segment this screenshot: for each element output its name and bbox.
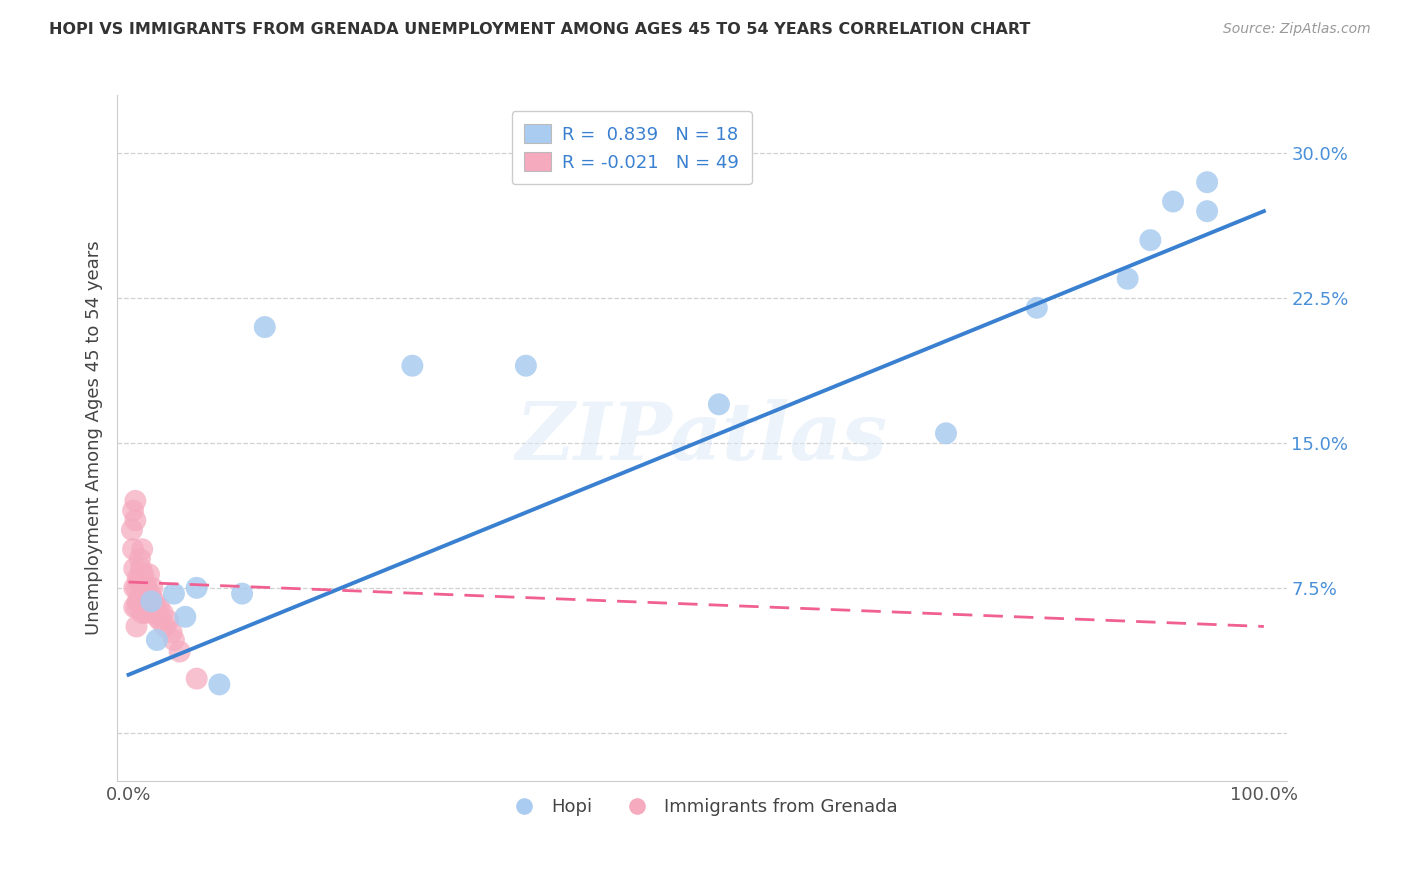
- Point: [128, 575, 150, 590]
- Point: [129, 587, 152, 601]
- Point: [153, 619, 176, 633]
- Point: [253, 320, 276, 334]
- Point: [135, 581, 157, 595]
- Point: [208, 677, 231, 691]
- Point: [122, 581, 145, 595]
- Point: [231, 587, 253, 601]
- Text: HOPI VS IMMIGRANTS FROM GRENADA UNEMPLOYMENT AMONG AGES 45 TO 54 YEARS CORRELATI: HOPI VS IMMIGRANTS FROM GRENADA UNEMPLOY…: [49, 22, 1031, 37]
- Point: [401, 359, 423, 373]
- Point: [124, 494, 146, 508]
- Point: [152, 606, 174, 620]
- Point: [139, 587, 162, 601]
- Point: [132, 567, 155, 582]
- Text: Source: ZipAtlas.com: Source: ZipAtlas.com: [1223, 22, 1371, 37]
- Point: [1139, 233, 1161, 247]
- Text: ZIPatlas: ZIPatlas: [516, 400, 889, 477]
- Point: [186, 672, 208, 686]
- Point: [128, 594, 150, 608]
- Point: [134, 594, 156, 608]
- Point: [138, 567, 160, 582]
- Point: [141, 594, 163, 608]
- Point: [128, 594, 150, 608]
- Point: [169, 644, 191, 658]
- Point: [135, 587, 157, 601]
- Point: [163, 587, 186, 601]
- Point: [157, 614, 180, 628]
- Point: [128, 552, 150, 566]
- Legend: Hopi, Immigrants from Grenada: Hopi, Immigrants from Grenada: [499, 791, 905, 823]
- Point: [1116, 272, 1139, 286]
- Point: [148, 600, 170, 615]
- Point: [146, 609, 169, 624]
- Point: [186, 581, 208, 595]
- Point: [143, 594, 166, 608]
- Point: [132, 587, 155, 601]
- Point: [122, 561, 145, 575]
- Point: [122, 600, 145, 615]
- Point: [125, 619, 148, 633]
- Point: [125, 600, 148, 615]
- Point: [145, 600, 167, 615]
- Point: [146, 632, 169, 647]
- Point: [122, 542, 145, 557]
- Point: [124, 513, 146, 527]
- Point: [174, 609, 197, 624]
- Point: [128, 575, 150, 590]
- Point: [121, 523, 143, 537]
- Point: [127, 594, 149, 608]
- Point: [935, 426, 957, 441]
- Point: [1197, 204, 1219, 219]
- Point: [141, 581, 163, 595]
- Point: [135, 606, 157, 620]
- Y-axis label: Unemployment Among Ages 45 to 54 years: Unemployment Among Ages 45 to 54 years: [86, 241, 103, 635]
- Point: [138, 600, 160, 615]
- Point: [131, 542, 153, 557]
- Point: [141, 594, 163, 608]
- Point: [149, 614, 172, 628]
- Point: [127, 571, 149, 585]
- Point: [1025, 301, 1047, 315]
- Point: [134, 575, 156, 590]
- Point: [125, 581, 148, 595]
- Point: [1197, 175, 1219, 189]
- Point: [131, 606, 153, 620]
- Point: [707, 397, 730, 411]
- Point: [135, 600, 157, 615]
- Point: [142, 606, 165, 620]
- Point: [1161, 194, 1184, 209]
- Point: [136, 591, 159, 605]
- Point: [160, 625, 183, 640]
- Point: [129, 561, 152, 575]
- Point: [163, 632, 186, 647]
- Point: [122, 503, 145, 517]
- Point: [515, 359, 537, 373]
